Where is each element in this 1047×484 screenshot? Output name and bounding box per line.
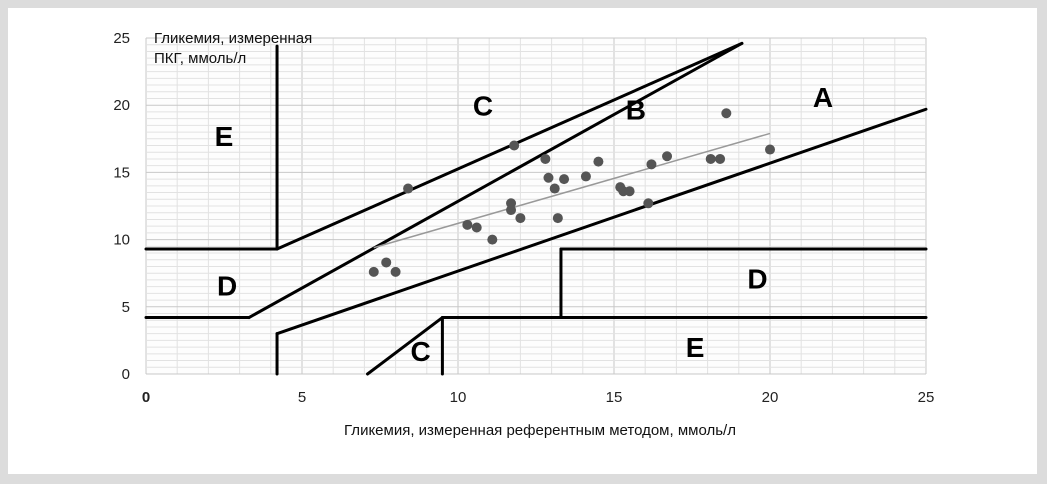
trend-line <box>373 132 771 249</box>
data-point <box>403 183 414 194</box>
clarke-error-grid-chart: A B C C D D E E 0 5 10 15 20 25 0 5 10 15 20 25 Гликемия,… <box>113 30 935 439</box>
data-point <box>549 183 560 194</box>
data-point <box>662 151 673 162</box>
zone-label: E <box>215 121 234 152</box>
data-point <box>509 140 520 151</box>
data-point <box>506 205 517 216</box>
zone-label: E <box>686 332 705 363</box>
data-point <box>515 213 526 224</box>
zone-label: C <box>410 336 430 367</box>
zone-label: A <box>813 82 833 113</box>
data-point <box>462 219 473 230</box>
data-point <box>646 159 657 170</box>
x-tick-labels: 0 5 10 15 20 25 <box>142 389 935 406</box>
zone-boundary-line <box>247 41 744 320</box>
x-tick-label: 20 <box>762 389 779 406</box>
y-tick-labels: 0 5 10 15 20 25 <box>113 30 130 383</box>
data-point <box>559 174 570 185</box>
data-point <box>643 198 654 209</box>
data-point <box>487 234 498 245</box>
y-axis-label-line-2: ПКГ, ммоль/л <box>154 50 246 67</box>
x-tick-label: 25 <box>918 389 935 406</box>
chart-panel: A B C C D D E E 0 5 10 15 20 25 0 5 10 15 20 25 Гликемия,… <box>8 8 1037 474</box>
data-point <box>721 108 732 119</box>
data-point <box>552 213 563 224</box>
trend-layer <box>373 132 771 249</box>
zone-label: B <box>626 94 646 125</box>
y-tick-label: 20 <box>113 97 130 114</box>
x-axis-label: Гликемия, измеренная референтным методом… <box>344 422 736 439</box>
data-point <box>705 153 716 164</box>
y-tick-label: 0 <box>122 366 130 383</box>
y-tick-label: 5 <box>122 299 130 316</box>
zone-boundary-line <box>275 107 928 336</box>
x-tick-label: 0 <box>142 389 150 406</box>
zone-boundary-line <box>366 316 444 376</box>
zone-label: D <box>217 270 237 301</box>
data-point <box>580 171 591 182</box>
data-point <box>381 257 392 268</box>
x-tick-label: 10 <box>450 389 467 406</box>
data-point <box>624 186 635 197</box>
data-point <box>543 172 554 183</box>
y-axis-label-line-1: Гликемия, измеренная <box>154 30 312 47</box>
x-tick-label: 5 <box>298 389 306 406</box>
data-points <box>368 108 775 277</box>
y-tick-label: 15 <box>113 164 130 181</box>
data-point <box>368 266 379 277</box>
x-tick-label: 15 <box>606 389 623 406</box>
zone-labels: A B C C D D E E <box>215 82 834 367</box>
y-tick-label: 10 <box>113 232 130 249</box>
zone-boundaries <box>144 41 928 376</box>
data-point <box>765 144 775 155</box>
y-tick-label: 25 <box>113 30 130 47</box>
zone-label: C <box>473 90 493 121</box>
data-point <box>540 153 551 164</box>
data-point <box>593 156 604 167</box>
zone-label: D <box>747 264 767 295</box>
data-point <box>715 153 726 164</box>
data-point <box>471 222 482 233</box>
data-point <box>390 266 401 277</box>
